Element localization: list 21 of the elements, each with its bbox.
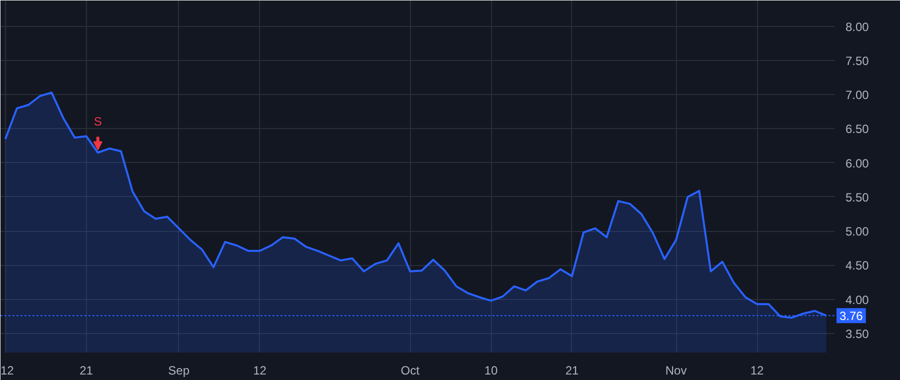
y-tick-label: 6.50 <box>846 122 870 136</box>
annotation: S <box>94 114 102 129</box>
x-tick-label: 12 <box>750 364 764 378</box>
y-tick-label: 7.50 <box>846 54 870 68</box>
y-tick-label: 5.50 <box>846 190 870 204</box>
x-tick-label: Oct <box>400 364 420 378</box>
x-tick-label: 12 <box>253 364 267 378</box>
ref-line-label: 3.76 <box>840 309 864 324</box>
y-tick-label: 8.00 <box>846 20 870 34</box>
y-tick-label: 5.00 <box>846 224 870 239</box>
y-tick-label: 6.00 <box>846 156 870 170</box>
y-tick-label: 3.50 <box>846 326 870 341</box>
x-tick-label: Nov <box>665 364 687 378</box>
y-tick-label: 7.00 <box>846 88 870 102</box>
y-tick-label: 4.50 <box>846 258 870 273</box>
x-tick-label: Sep <box>168 364 190 378</box>
x-tick-label: 21 <box>565 364 579 378</box>
x-tick-label: 12 <box>0 364 14 378</box>
y-tick-label: 4.00 <box>846 292 870 307</box>
x-tick-label: 10 <box>484 364 498 378</box>
x-tick-label: 21 <box>80 364 94 378</box>
